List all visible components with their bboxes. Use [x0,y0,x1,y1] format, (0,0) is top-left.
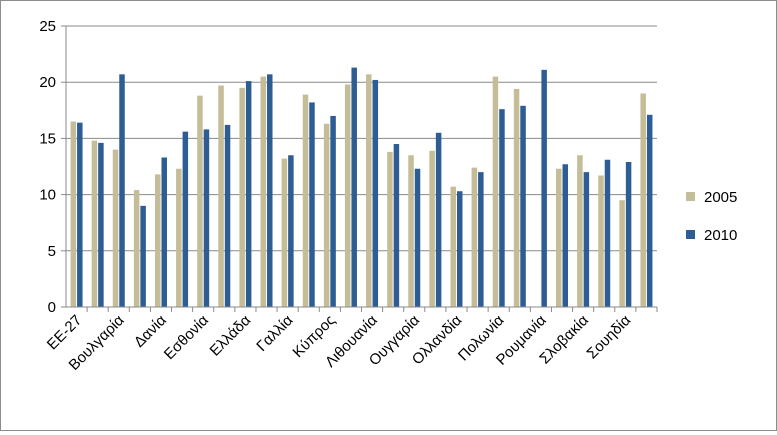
bar-2010-9 [267,74,273,307]
bar-2010-26 [625,162,632,307]
bar-2005-3 [133,190,140,307]
bar-2005-0 [70,121,77,307]
bar-2005-4 [154,174,161,307]
bar-2010-17 [435,132,442,307]
legend-label-2005: 2005 [704,189,737,206]
bar-2010-14 [372,79,379,308]
bar-2010-2 [119,74,125,307]
bar-2005-6 [197,95,203,307]
legend-swatch-2010 [686,230,695,239]
x-tick-label: Σουηδία [584,312,635,363]
bar-2010-6 [203,129,210,307]
bar-2010-25 [604,159,611,307]
bar-2010-8 [245,81,252,308]
bar-2010-24 [583,172,590,307]
x-tick-label: Εσθονία [161,312,212,363]
legend-swatch-2005 [686,192,695,201]
x-tick-label: Δανία [131,312,170,351]
y-tick-label: 20 [39,74,56,91]
bar-2005-2 [112,149,119,307]
bars [70,67,653,308]
bar-2005-1 [91,140,98,307]
bar-2005-5 [176,168,182,307]
bar-2010-12 [330,115,336,307]
bar-2005-11 [302,94,309,308]
bar-2005-18 [450,186,456,307]
bar-2010-0 [77,122,83,307]
bar-2010-13 [351,67,357,307]
bar-2010-3 [140,205,146,307]
bar-2005-12 [323,123,330,308]
bar-2005-17 [429,150,435,307]
legend-label-2010: 2010 [704,227,737,244]
y-tick-label: 5 [48,243,56,260]
bar-2005-24 [577,155,583,307]
bar-2010-1 [98,142,104,307]
bar-2005-8 [239,87,245,307]
bar-2010-16 [414,168,421,307]
bar-2010-11 [309,102,315,307]
bar-2010-15 [393,144,400,307]
bar-2010-20 [499,109,505,308]
y-tick-label: 0 [48,299,56,316]
bar-2010-4 [161,157,167,307]
bar-2005-13 [344,84,351,307]
bar-2005-16 [408,155,414,307]
y-tick-label: 15 [39,130,56,147]
bar-2010-22 [541,69,547,307]
bar-2005-14 [366,74,372,307]
bar-2005-20 [492,76,499,307]
y-tick-label: 25 [39,18,56,35]
bar-2010-23 [562,164,569,307]
bar-2010-19 [478,172,484,307]
bar-2010-27 [646,114,653,308]
bar-2010-7 [224,124,231,307]
bar-2005-19 [471,167,478,307]
bar-2005-15 [387,151,393,307]
x-tick-label: Ελλάδα [207,312,255,360]
bar-2005-9 [260,76,267,307]
gridlines [66,25,657,308]
bar-2005-23 [556,168,562,307]
bar-2010-18 [456,191,463,307]
bar-2005-25 [598,175,604,307]
legend: 2005 2010 [686,189,737,244]
bar-2005-26 [619,200,625,307]
bar-2010-10 [288,155,294,307]
bar-2010-5 [182,131,189,307]
bar-2005-21 [513,88,520,307]
y-tick-label: 10 [39,187,56,204]
bar-2005-27 [640,93,646,307]
bar-2005-10 [281,158,288,307]
y-axis: 0 5 10 15 20 25 [39,18,67,316]
bar-2010-21 [520,105,526,307]
bar-2005-7 [218,85,224,308]
